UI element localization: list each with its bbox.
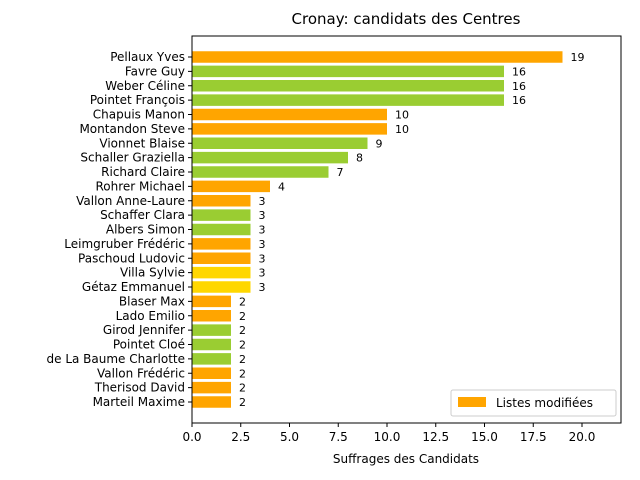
bar bbox=[192, 396, 231, 408]
category-label: Favre Guy bbox=[125, 64, 185, 78]
data-label: 3 bbox=[259, 252, 266, 265]
category-label: Blaser Max bbox=[119, 294, 185, 308]
bar bbox=[192, 80, 504, 92]
legend-label: Listes modifiées bbox=[496, 396, 593, 410]
category-label: Girod Jennifer bbox=[103, 323, 185, 337]
bar bbox=[192, 166, 329, 178]
data-label: 3 bbox=[259, 238, 266, 251]
category-label: Chapuis Manon bbox=[93, 108, 185, 122]
bar bbox=[192, 353, 231, 365]
bar bbox=[192, 266, 251, 279]
bar bbox=[192, 381, 231, 394]
category-label: Pellaux Yves bbox=[110, 50, 185, 64]
category-label: Gétaz Emmanuel bbox=[82, 280, 185, 294]
x-tick-label: 10.0 bbox=[374, 430, 401, 444]
plot-frame bbox=[191, 35, 622, 424]
bar bbox=[192, 252, 251, 264]
data-label: 3 bbox=[259, 195, 266, 208]
x-tick-label: 12.5 bbox=[422, 430, 449, 444]
category-label: Marteil Maxime bbox=[93, 395, 185, 409]
data-label: 8 bbox=[356, 152, 363, 165]
category-label: Pointet François bbox=[90, 93, 185, 107]
data-label: 19 bbox=[571, 51, 585, 64]
category-label: de La Baume Charlotte bbox=[47, 352, 186, 366]
data-label: 10 bbox=[395, 123, 409, 136]
category-label: Albers Simon bbox=[106, 223, 185, 237]
bar bbox=[192, 195, 251, 207]
bar bbox=[192, 108, 387, 121]
data-label: 16 bbox=[512, 80, 526, 93]
bars-group bbox=[192, 51, 563, 408]
bar bbox=[192, 295, 231, 308]
x-tick-label: 15.0 bbox=[471, 430, 498, 444]
data-label: 3 bbox=[259, 267, 266, 280]
bar bbox=[192, 51, 563, 63]
category-label: Lado Emilio bbox=[116, 309, 185, 323]
category-label: Weber Céline bbox=[105, 79, 185, 93]
category-label: Montandon Steve bbox=[79, 122, 185, 136]
bar bbox=[192, 310, 231, 322]
category-label: Paschoud Ludovic bbox=[78, 251, 185, 265]
data-label: 9 bbox=[376, 137, 383, 150]
data-label: 2 bbox=[239, 310, 246, 323]
chart-title: Cronay: candidats des Centres bbox=[292, 10, 521, 28]
category-label: Vallon Frédéric bbox=[97, 366, 185, 380]
x-tick-label: 17.5 bbox=[520, 430, 547, 444]
data-label: 3 bbox=[259, 281, 266, 294]
category-label: Vallon Anne-Laure bbox=[76, 194, 185, 208]
data-label: 3 bbox=[259, 224, 266, 237]
x-axis-ticks: 0.0 2.5 5.0 7.5 10.0 12.5 15.0 17.5 20.0 bbox=[182, 423, 595, 444]
bar bbox=[192, 180, 270, 193]
bar bbox=[192, 94, 504, 106]
data-label: 2 bbox=[239, 367, 246, 380]
data-label: 2 bbox=[239, 382, 246, 395]
bar bbox=[192, 338, 231, 351]
legend-swatch bbox=[458, 397, 486, 407]
x-tick-label: 20.0 bbox=[569, 430, 596, 444]
x-axis-label: Suffrages des Candidats bbox=[333, 452, 479, 466]
data-label: 2 bbox=[239, 324, 246, 337]
bar bbox=[192, 151, 348, 164]
category-label: Therisod David bbox=[94, 381, 185, 395]
x-tick-label: 2.5 bbox=[231, 430, 250, 444]
legend: Listes modifiées bbox=[450, 389, 617, 417]
data-label: 2 bbox=[239, 339, 246, 352]
bar bbox=[192, 137, 368, 149]
bar bbox=[192, 324, 231, 336]
bar bbox=[192, 65, 504, 78]
category-label: Villa Sylvie bbox=[120, 266, 185, 280]
category-label: Leimgruber Frédéric bbox=[64, 237, 185, 251]
data-label: 16 bbox=[512, 65, 526, 78]
category-label: Vionnet Blaise bbox=[99, 136, 185, 150]
bar bbox=[192, 209, 251, 221]
data-label: 3 bbox=[259, 209, 266, 222]
category-label: Schaller Graziella bbox=[80, 151, 185, 165]
category-label: Richard Claire bbox=[101, 165, 185, 179]
category-label: Schaffer Clara bbox=[100, 208, 185, 222]
x-tick-label: 0.0 bbox=[182, 430, 201, 444]
bar bbox=[192, 238, 251, 250]
data-label: 7 bbox=[337, 166, 344, 179]
category-label: Rohrer Michael bbox=[95, 179, 185, 193]
data-label: 4 bbox=[278, 180, 285, 193]
x-tick-label: 5.0 bbox=[280, 430, 299, 444]
bar bbox=[192, 281, 251, 293]
data-label: 10 bbox=[395, 109, 409, 122]
data-label: 2 bbox=[239, 295, 246, 308]
bar bbox=[192, 223, 251, 236]
category-label: Pointet Cloé bbox=[113, 338, 185, 352]
x-tick-label: 7.5 bbox=[329, 430, 348, 444]
data-label: 2 bbox=[239, 353, 246, 366]
bar bbox=[192, 123, 387, 135]
bar bbox=[192, 367, 231, 379]
legend-box bbox=[450, 389, 617, 417]
data-label: 16 bbox=[512, 94, 526, 107]
data-label: 2 bbox=[239, 396, 246, 409]
